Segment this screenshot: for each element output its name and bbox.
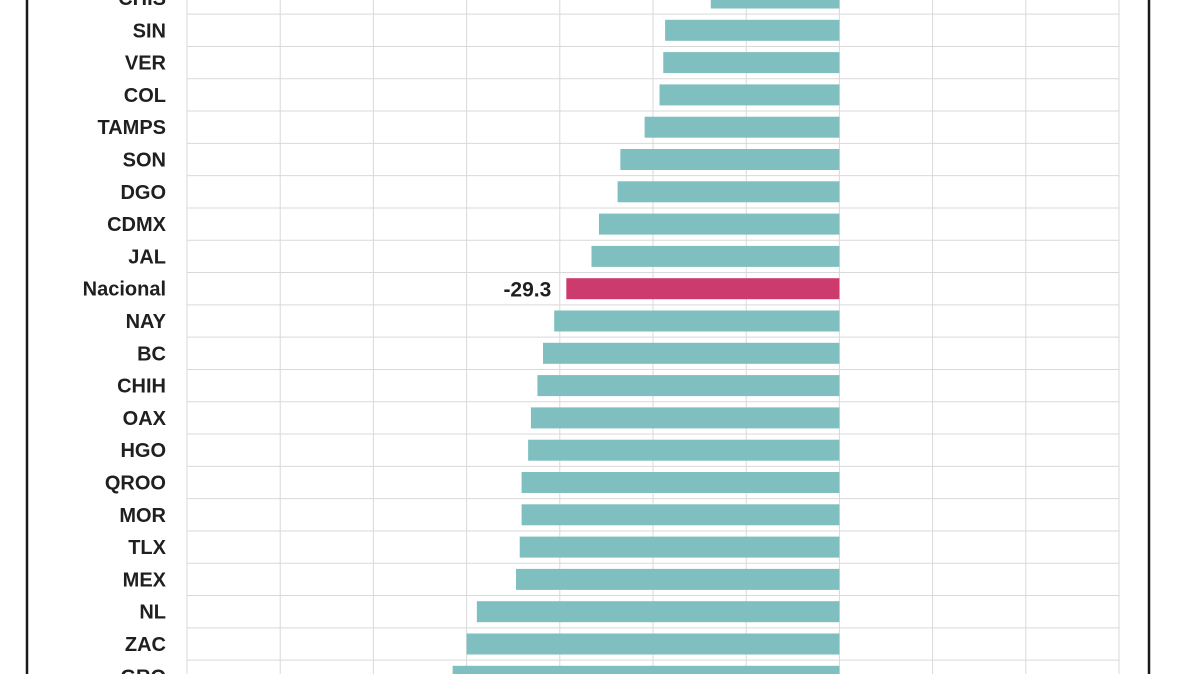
- category-label-cdmx: CDMX: [107, 214, 167, 236]
- bar-oax: [530, 407, 840, 429]
- category-label-gro: GRO: [120, 666, 166, 674]
- category-label-dgo: DGO: [120, 182, 166, 204]
- bar-tlx: [519, 536, 840, 558]
- category-label-mor: MOR: [119, 505, 166, 527]
- category-label-son: SON: [123, 150, 166, 172]
- category-label-tamps: TAMPS: [97, 117, 166, 139]
- category-label-tlx: TLX: [128, 537, 166, 559]
- category-label-hgo: HGO: [120, 440, 166, 462]
- category-label-chis: CHIS: [118, 0, 166, 10]
- category-label-ver: VER: [125, 53, 167, 75]
- bar-jal: [591, 245, 840, 267]
- bar-tamps: [644, 116, 840, 138]
- bar-mor: [521, 504, 840, 526]
- bar-mex: [515, 568, 840, 590]
- category-label-col: COL: [124, 85, 166, 107]
- category-label-nacional: Nacional: [83, 279, 166, 301]
- category-label-chih: CHIH: [117, 376, 166, 398]
- bar-nl: [476, 601, 840, 623]
- category-label-oax: OAX: [123, 408, 167, 430]
- bar-chih: [537, 375, 840, 397]
- bar-son: [620, 149, 840, 170]
- category-label-zac: ZAC: [125, 634, 166, 656]
- bar-nay: [554, 310, 840, 332]
- grid-layer: [186, 0, 1120, 674]
- bar-qroo: [521, 472, 840, 493]
- bar-chis: [710, 0, 840, 9]
- labels-layer: CHIS SIN VER COL TAMPS SON DGO CDMX JAL Nacional N…: [83, 0, 552, 674]
- bar-ver: [663, 52, 840, 74]
- bar-highlight-nacional: [566, 278, 840, 300]
- bar-dgo: [617, 181, 840, 203]
- category-label-qroo: QROO: [105, 473, 166, 495]
- category-label-nay: NAY: [126, 311, 167, 333]
- bars-layer: [452, 0, 840, 674]
- bar-zac: [466, 633, 840, 655]
- bar-bc: [543, 342, 840, 364]
- category-label-nl: NL: [139, 602, 166, 624]
- bar-hgo: [528, 439, 840, 461]
- bar-gro: [452, 665, 840, 674]
- category-label-bc: BC: [137, 343, 166, 365]
- category-label-mex: MEX: [123, 569, 167, 591]
- bar-sin: [665, 19, 840, 41]
- category-label-jal: JAL: [128, 246, 166, 268]
- data-label-nacional: -29.3: [503, 279, 551, 302]
- bar-cdmx: [598, 213, 840, 235]
- category-label-sin: SIN: [133, 20, 166, 42]
- bar-col: [659, 84, 840, 106]
